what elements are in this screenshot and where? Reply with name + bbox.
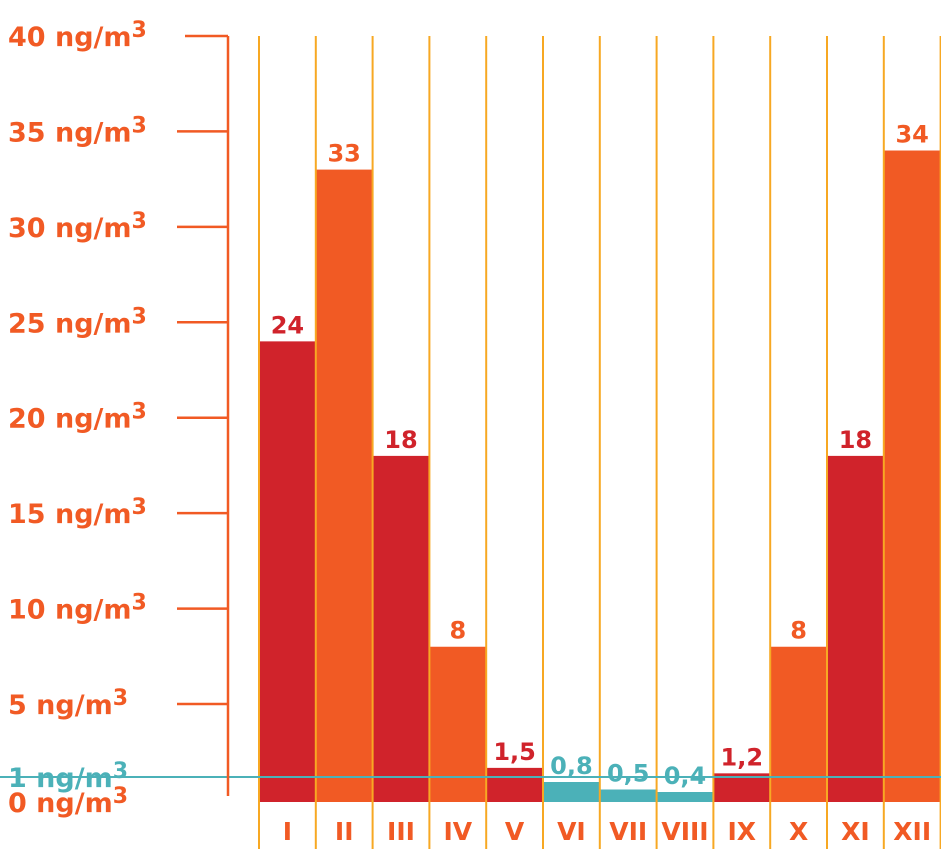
- category-label: VIII: [661, 817, 708, 846]
- bar-VII: [599, 789, 657, 802]
- bar-IV: [429, 646, 487, 802]
- bar-I: [259, 341, 316, 802]
- value-label: 0,8: [550, 752, 593, 780]
- value-labels: 24 33 18 8 1,5 0,8 0,5 0,4 1,2 8 18 34: [271, 121, 929, 790]
- bar-VIII: [656, 792, 714, 802]
- y-tick-label: 40 ng/m3: [8, 18, 147, 53]
- bar-VI: [543, 782, 600, 802]
- bar-V: [486, 767, 543, 802]
- bar-XII: [883, 150, 941, 802]
- value-label: 24: [271, 311, 304, 339]
- bar-X: [770, 646, 827, 802]
- value-label: 0,5: [607, 760, 650, 788]
- bar-III: [372, 455, 430, 802]
- value-label: 1,2: [721, 743, 764, 771]
- value-label: 8: [790, 617, 807, 645]
- category-label: V: [505, 817, 525, 846]
- value-label: 18: [839, 426, 872, 454]
- value-label: 34: [895, 121, 928, 149]
- y-tick-label: 20 ng/m3: [8, 400, 147, 435]
- category-label: IX: [728, 817, 757, 846]
- bar-XI: [827, 455, 884, 802]
- category-labels: I II III IV V VI VII VIII IX X XI XII: [283, 817, 931, 846]
- y-axis: [185, 34, 230, 796]
- category-label: XII: [893, 817, 931, 846]
- category-label: VII: [609, 817, 647, 846]
- gridlines: [258, 36, 941, 849]
- category-label: X: [789, 817, 808, 846]
- y-tick-label: 10 ng/m3: [8, 591, 147, 626]
- category-label: IV: [443, 817, 472, 846]
- y-tick-label: 0 ng/m3: [8, 784, 128, 819]
- category-label: III: [387, 817, 415, 846]
- y-tick-label: 1 ng/m3: [8, 759, 128, 794]
- category-label: II: [335, 817, 354, 846]
- y-tick-label: 35 ng/m3: [8, 113, 147, 148]
- value-label: 0,4: [664, 762, 707, 790]
- y-tick-label: 15 ng/m3: [8, 495, 147, 530]
- y-tick-label: 5 ng/m3: [8, 686, 128, 721]
- bar-IX: [713, 773, 771, 802]
- value-label: 33: [327, 140, 360, 168]
- category-label: I: [283, 817, 292, 846]
- value-label: 8: [449, 617, 466, 645]
- category-label: VI: [557, 817, 586, 846]
- value-label: 1,5: [493, 738, 536, 766]
- y-axis-ticks: 0 ng/m31 ng/m3 5 ng/m3 10 ng/m3 15 ng/m3 20 …: [8, 18, 228, 819]
- y-tick-label: 25 ng/m3: [8, 304, 147, 339]
- bar-II: [315, 169, 373, 803]
- category-label: XI: [841, 817, 870, 846]
- value-label: 18: [384, 426, 417, 454]
- y-tick-label: 30 ng/m3: [8, 209, 147, 244]
